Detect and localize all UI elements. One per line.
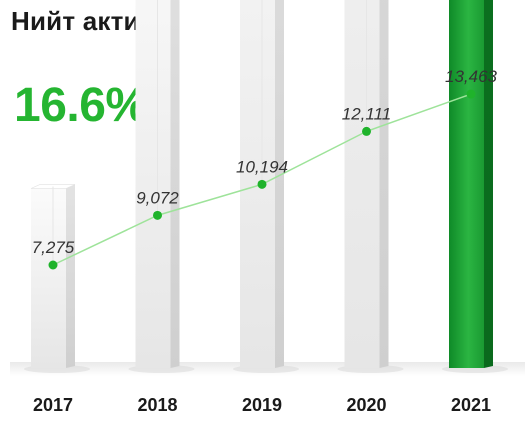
bar-2017 [24, 184, 90, 373]
growth-rate-highlight: 16.6% [14, 79, 148, 132]
bar-front-face [344, 0, 380, 368]
bars-layer [24, 0, 508, 373]
trend-point-2021 [466, 89, 476, 99]
bar-front-face [449, 0, 484, 368]
x-tick-label-2019: 2019 [242, 395, 282, 415]
x-tick-label-2021: 2021 [451, 395, 491, 415]
bar-front-face [240, 0, 275, 368]
trend-point-2019 [257, 179, 267, 189]
bar-2021 [442, 0, 508, 373]
value-label-2018: 9,072 [136, 188, 179, 207]
bar-side-face [275, 0, 284, 368]
bar-side-face [484, 0, 493, 368]
x-tick-label-2017: 2017 [33, 395, 73, 415]
value-label-2020: 12,111 [342, 104, 391, 123]
value-label-2019: 10,194 [236, 157, 288, 176]
bar-2020 [337, 0, 404, 373]
bar-2019 [233, 0, 299, 373]
bar-side-face [379, 0, 389, 368]
bar-2018 [128, 0, 195, 373]
bar-front-face [135, 0, 171, 368]
trend-line-layer [48, 0, 476, 270]
bar-side-face [66, 184, 75, 368]
x-tick-label-2020: 2020 [346, 395, 386, 415]
trend-point-2018 [153, 210, 162, 220]
trend-point-2017 [48, 260, 58, 270]
x-tick-label-2018: 2018 [137, 395, 177, 415]
chart-title: Нийт актив [11, 6, 156, 36]
bar-side-face [170, 0, 180, 368]
bar-front-face [31, 188, 66, 368]
trend-point-2020 [362, 126, 371, 136]
value-label-2021: 13,463 [445, 67, 498, 86]
labels-layer: 2017 7,275 2018 9,072 2019 10,194 2020 12,111 20… [32, 67, 498, 415]
value-label-2017: 7,275 [32, 238, 75, 257]
